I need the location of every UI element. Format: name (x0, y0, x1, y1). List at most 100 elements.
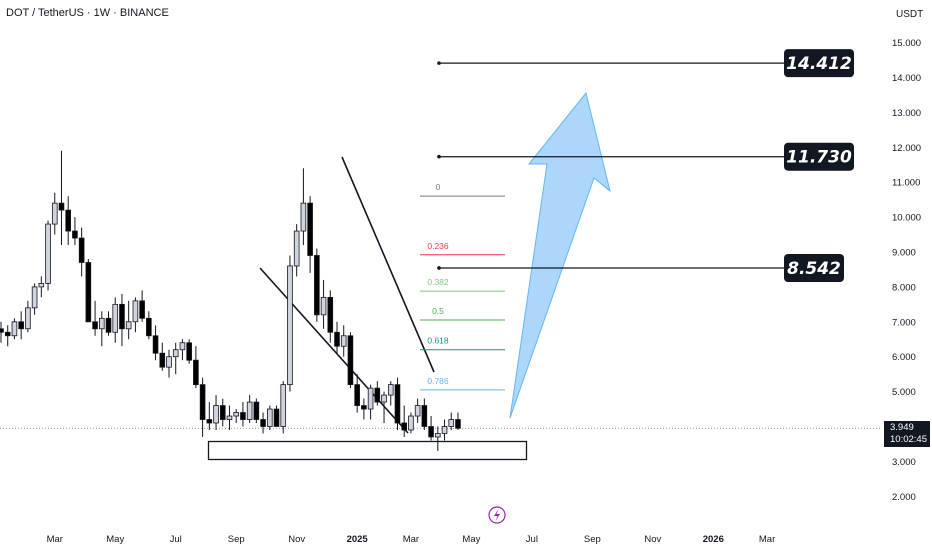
target-label: 11.730 (786, 148, 852, 168)
candle-body (85, 262, 92, 323)
candle-body (280, 384, 287, 427)
x-tick-label: Mar (403, 534, 419, 545)
fib-level-label: 0.236 (427, 241, 449, 251)
symbol-title: DOT / TetherUS · 1W · BINANCE (6, 7, 169, 19)
x-tick-label: Jul (170, 534, 182, 545)
candle-body (334, 331, 340, 347)
candle-body (125, 321, 132, 330)
candle-body (314, 255, 320, 316)
candle-body (260, 419, 266, 427)
currency-label: USDT (896, 9, 924, 20)
candle-body (327, 296, 334, 333)
candle-body (401, 422, 407, 431)
candle-body (246, 401, 253, 420)
candle-body (455, 419, 461, 429)
candle-body (266, 408, 273, 427)
current-price: 3.949 (890, 422, 914, 433)
support-zone-rect (207, 440, 528, 461)
candle-body (72, 230, 78, 239)
candle-body (193, 359, 199, 386)
candle-body (172, 349, 179, 358)
y-tick-label: 8.000 (892, 282, 916, 293)
x-tick-label: Mar (759, 534, 775, 545)
fib-level-label: 0.786 (427, 376, 449, 386)
candle-body (179, 342, 186, 351)
wedge-lower-line (259, 267, 409, 434)
current-price-tag: 3.949 10:02:45 (884, 421, 930, 447)
candle-body (394, 384, 401, 424)
candle-body (31, 286, 38, 309)
target-label: 14.412 (786, 54, 852, 74)
candle-body (354, 384, 360, 406)
candle-body (340, 335, 347, 347)
y-tick-label: 2.000 (892, 492, 916, 503)
y-tick-label: 10.000 (892, 213, 921, 224)
candle-body (213, 405, 219, 424)
candle-body (152, 335, 159, 354)
candle-body (387, 384, 394, 396)
fib-level-label: 0 (436, 182, 441, 192)
candles-group (0, 150, 461, 451)
candle-body (434, 433, 441, 438)
candle-body (240, 412, 246, 420)
x-tick-label: Nov (644, 534, 661, 545)
x-tick-label: May (106, 534, 124, 545)
candle-body (300, 202, 307, 232)
candle-body (18, 321, 24, 330)
candle-body (38, 283, 45, 288)
candle-body (112, 303, 119, 333)
candle-body (51, 202, 58, 225)
candle-body (186, 342, 192, 361)
target-label-box (784, 253, 844, 282)
candle-body (4, 331, 11, 337)
candle-body (65, 209, 72, 232)
candle-body (374, 387, 381, 403)
y-tick-label: 9.000 (892, 248, 916, 259)
candle-body (307, 202, 313, 256)
y-tick-label: 6.000 (892, 352, 916, 363)
candle-body (58, 202, 65, 211)
candle-body (448, 419, 455, 427)
candle-body (273, 408, 280, 427)
candle-body (441, 426, 448, 434)
candle-body (166, 356, 172, 368)
x-tick-label: Nov (288, 534, 305, 545)
candle-body (320, 296, 327, 316)
candle-body (25, 307, 31, 330)
x-tick-label: 2026 (703, 534, 724, 545)
candle-body (132, 300, 139, 323)
candle-body (11, 321, 18, 337)
candle-body (146, 317, 152, 337)
x-tick-label: Sep (228, 534, 245, 545)
x-tick-label: Sep (584, 534, 601, 545)
candle-body (367, 387, 374, 410)
y-tick-label: 7.000 (892, 317, 916, 328)
candle-body (421, 405, 428, 427)
y-tick-label: 13.000 (892, 108, 921, 119)
x-tick-label: 2025 (347, 534, 369, 545)
candle-body (428, 426, 434, 438)
candle-body (206, 419, 213, 424)
lightning-icon-glyph (494, 509, 500, 521)
y-tick-label: 3.000 (892, 457, 916, 468)
x-tick-label: Mar (47, 534, 63, 545)
wedge-upper-line (341, 156, 435, 373)
fib-level-label: 0.618 (427, 336, 449, 346)
y-tick-label: 5.000 (892, 387, 916, 398)
candle-body (233, 412, 240, 417)
candle-body (199, 384, 206, 420)
y-tick-label: 11.000 (892, 178, 920, 189)
candle-body (119, 303, 125, 330)
candle-body (381, 394, 387, 403)
y-tick-label: 12.000 (892, 143, 921, 154)
candle-body (78, 237, 85, 263)
candle-body (226, 415, 233, 420)
candle-body (408, 415, 414, 431)
target-label: 8.542 (787, 259, 841, 279)
fib-level-label: 0.5 (432, 306, 444, 316)
x-tick-label: May (462, 534, 480, 545)
candle-body (347, 335, 354, 386)
projection-arrow (509, 91, 611, 419)
candle-body (361, 405, 367, 410)
